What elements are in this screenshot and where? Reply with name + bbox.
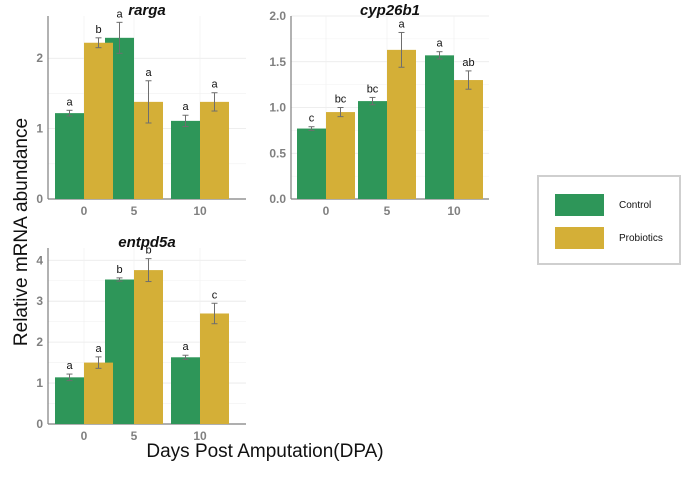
significance-letter: a [211, 79, 218, 91]
y-tick-label: 0.5 [269, 146, 286, 160]
bar [55, 377, 84, 424]
bar [171, 357, 200, 424]
legend-item-probiotics: Probiotics [555, 226, 663, 250]
legend: Control Probiotics [537, 175, 681, 265]
bar [171, 120, 200, 199]
significance-letter: b [95, 24, 101, 36]
y-tick-label: 4 [36, 253, 43, 267]
x-tick-label: 5 [384, 204, 391, 218]
significance-letter: c [212, 289, 218, 301]
bar [297, 128, 326, 199]
x-tick-label: 0 [81, 429, 88, 443]
legend-item-control: Control [555, 193, 651, 217]
bar [358, 101, 387, 199]
significance-letter: c [309, 113, 315, 125]
y-tick-label: 1.5 [269, 55, 286, 69]
y-tick-label: 2.0 [269, 9, 286, 23]
significance-letter: a [66, 96, 73, 108]
y-tick-label: 0 [36, 192, 43, 206]
bar [200, 101, 229, 199]
bar [326, 112, 355, 199]
bar [55, 113, 84, 199]
y-axis-title: Relative mRNA abundance [11, 117, 32, 347]
x-tick-label: 0 [323, 204, 330, 218]
x-axis-title: Days Post Amputation(DPA) [146, 441, 384, 462]
x-tick-label: 10 [193, 429, 207, 443]
y-tick-label: 2 [36, 335, 43, 349]
y-tick-label: 1 [36, 122, 43, 136]
bar [134, 270, 163, 424]
x-tick-label: 10 [447, 204, 461, 218]
y-tick-label: 1.0 [269, 101, 286, 115]
legend-swatch-probiotics [555, 227, 604, 249]
legend-label-probiotics: Probiotics [619, 232, 663, 244]
y-tick-label: 1 [36, 376, 43, 390]
significance-letter: a [182, 101, 189, 113]
legend-label-control: Control [619, 199, 652, 211]
x-tick-label: 5 [131, 429, 138, 443]
y-tick-label: 0.0 [269, 192, 286, 206]
x-tick-label: 0 [81, 204, 88, 218]
significance-letter: a [95, 343, 102, 355]
legend-swatch-control [555, 194, 604, 216]
panel-title: rarga [128, 2, 166, 19]
significance-letter: bc [335, 94, 347, 106]
bar [425, 55, 454, 199]
bar [84, 42, 113, 199]
bar [200, 313, 229, 424]
significance-letter: a [116, 8, 123, 20]
significance-letter: b [116, 264, 122, 276]
significance-letter: a [398, 18, 405, 30]
significance-letter: a [182, 341, 189, 353]
bar [84, 362, 113, 424]
significance-letter: bc [367, 83, 379, 95]
significance-letter: ab [462, 57, 474, 69]
bar [454, 80, 483, 199]
significance-letter: b [145, 245, 151, 257]
panel-title: entpd5a [118, 234, 176, 251]
significance-letter: a [66, 360, 73, 372]
x-tick-label: 10 [193, 204, 207, 218]
significance-letter: a [436, 38, 443, 50]
bar [387, 49, 416, 200]
y-tick-label: 3 [36, 294, 43, 308]
panel-title: cyp26b1 [360, 2, 420, 19]
x-tick-label: 5 [131, 204, 138, 218]
significance-letter: a [145, 67, 152, 79]
y-tick-label: 2 [36, 51, 43, 65]
y-tick-label: 0 [36, 417, 43, 431]
